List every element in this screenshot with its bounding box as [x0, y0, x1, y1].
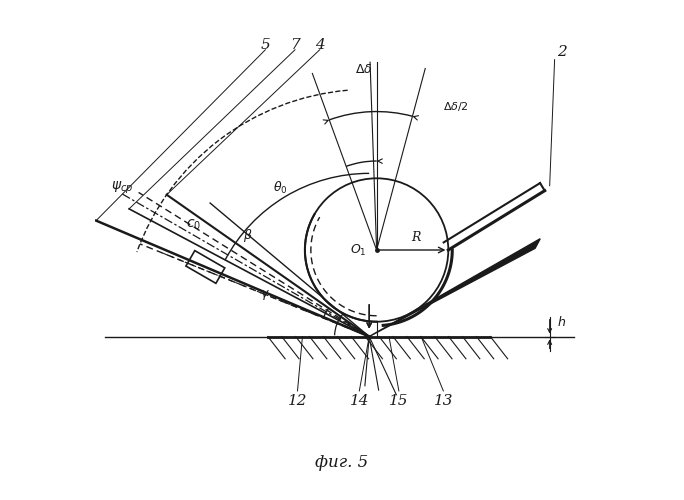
Text: фиг. 5: фиг. 5 — [315, 454, 369, 471]
Text: 2: 2 — [557, 45, 567, 59]
Text: 5: 5 — [261, 38, 270, 52]
Polygon shape — [186, 250, 225, 284]
Text: 12: 12 — [288, 394, 307, 408]
Text: $\Delta\delta$: $\Delta\delta$ — [356, 63, 373, 76]
Text: $\Delta\delta/2$: $\Delta\delta/2$ — [443, 100, 469, 113]
Text: 4: 4 — [315, 38, 325, 52]
Text: $c_0$: $c_0$ — [186, 218, 201, 232]
Polygon shape — [369, 238, 540, 336]
Text: $\beta$: $\beta$ — [244, 226, 253, 244]
Text: R: R — [411, 231, 421, 244]
Text: $O_1$: $O_1$ — [350, 242, 367, 258]
Text: 14: 14 — [350, 394, 369, 408]
Text: 7: 7 — [290, 38, 300, 52]
Text: $h$: $h$ — [557, 314, 566, 328]
Text: $\theta_0$: $\theta_0$ — [273, 180, 287, 196]
Text: 15: 15 — [389, 394, 408, 408]
Text: $\gamma$: $\gamma$ — [261, 288, 270, 302]
Text: $\psi_{cp}$: $\psi_{cp}$ — [111, 180, 133, 196]
Text: 13: 13 — [434, 394, 453, 408]
